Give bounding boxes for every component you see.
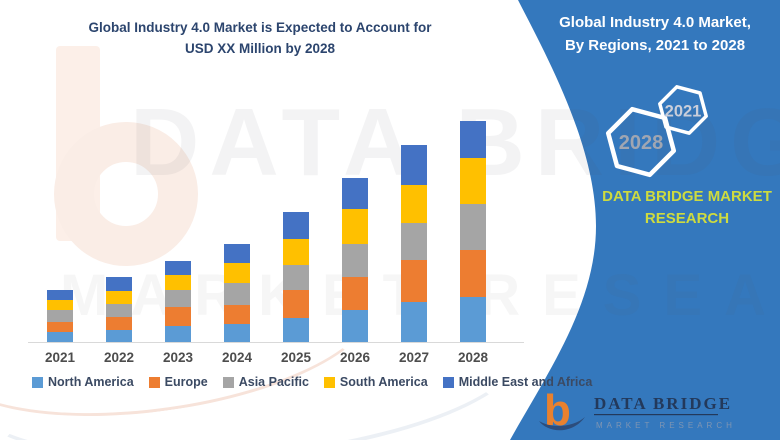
bar-segment-middle-east-and-africa <box>283 212 309 239</box>
legend-swatch <box>442 376 454 388</box>
bar-2027 <box>401 145 427 342</box>
bar-segment-europe <box>165 307 191 326</box>
bar-segment-asia-pacific <box>460 204 486 250</box>
bar-segment-south-america <box>47 300 73 310</box>
legend-label: Asia Pacific <box>238 375 309 389</box>
x-axis-label-2028: 2028 <box>457 350 489 365</box>
bar-2022 <box>106 277 132 342</box>
bar-segment-asia-pacific <box>283 265 309 290</box>
legend-label: South America <box>339 375 428 389</box>
bar-segment-asia-pacific <box>106 304 132 317</box>
data-bridge-logo: b DATA BRIDGE MARKET RESEARCH <box>539 386 736 435</box>
chart-title: Global Industry 4.0 Market is Expected t… <box>40 18 480 60</box>
bar-segment-north-america <box>165 326 191 342</box>
x-axis-label-2022: 2022 <box>103 350 135 365</box>
bar-segment-north-america <box>106 330 132 342</box>
legend-item-asia-pacific: Asia Pacific <box>222 375 309 389</box>
x-axis-line <box>28 342 524 343</box>
bar-segment-europe <box>342 277 368 310</box>
legend-item-south-america: South America <box>323 375 428 389</box>
bar-segment-europe <box>283 290 309 318</box>
bar-segment-north-america <box>47 332 73 342</box>
bar-segment-europe <box>224 305 250 324</box>
bar-segment-asia-pacific <box>165 290 191 307</box>
x-axis-label-2027: 2027 <box>398 350 430 365</box>
bar-segment-south-america <box>165 275 191 290</box>
bar-segment-middle-east-and-africa <box>165 261 191 275</box>
bar-segment-south-america <box>224 263 250 283</box>
legend-swatch <box>32 376 43 388</box>
hexagon-badges: 2028 2021 <box>605 85 708 178</box>
bar-segment-middle-east-and-africa <box>401 145 427 185</box>
bar-2021 <box>47 290 73 342</box>
legend-label: North America <box>48 375 134 389</box>
x-axis-label-2023: 2023 <box>162 350 194 365</box>
x-axis-label-2024: 2024 <box>221 350 253 365</box>
legend-label: Europe <box>164 375 208 389</box>
legend-swatch <box>148 376 160 388</box>
legend-swatch <box>222 376 234 388</box>
bar-segment-middle-east-and-africa <box>106 277 132 291</box>
bar-segment-middle-east-and-africa <box>460 121 486 158</box>
legend-swatch <box>323 376 335 388</box>
bar-segment-europe <box>460 250 486 297</box>
hexagon-2021-label: 2021 <box>665 103 702 121</box>
bar-segment-north-america <box>401 302 427 342</box>
chart-legend: North America Europe Asia Pacific South Ame… <box>32 375 592 389</box>
bar-segment-europe <box>106 317 132 330</box>
panel-title-line1: Global Industry 4.0 Market, <box>559 14 751 31</box>
bar-segment-asia-pacific <box>224 283 250 305</box>
bar-segment-north-america <box>283 318 309 342</box>
bar-segment-asia-pacific <box>47 310 73 322</box>
bar-segment-south-america <box>460 158 486 204</box>
bar-segment-south-america <box>342 209 368 244</box>
bar-segment-middle-east-and-africa <box>47 290 73 300</box>
bar-2024 <box>224 244 250 342</box>
bar-segment-south-america <box>106 291 132 304</box>
bar-segment-north-america <box>224 324 250 342</box>
bar-2028 <box>460 121 486 342</box>
bar-segment-middle-east-and-africa <box>342 178 368 209</box>
bar-segment-north-america <box>460 297 486 342</box>
bar-segment-asia-pacific <box>342 244 368 277</box>
logo-wordmark: DATA BRIDGE <box>594 394 732 413</box>
bar-segment-europe <box>47 322 73 332</box>
bar-2023 <box>165 261 191 342</box>
brand-name-text: DATA BRIDGE MARKET RESEARCH <box>602 188 772 227</box>
bar-segment-asia-pacific <box>401 223 427 260</box>
bar-segment-middle-east-and-africa <box>224 244 250 263</box>
chart-title-line2: USD XX Million by 2028 <box>184 40 336 56</box>
x-axis-label-2021: 2021 <box>44 350 76 365</box>
legend-item-europe: Europe <box>148 375 208 389</box>
panel-title-line2: By Regions, 2021 to 2028 <box>564 36 746 54</box>
x-axis-label-2026: 2026 <box>339 350 371 365</box>
x-axis-label-2025: 2025 <box>280 350 312 365</box>
bar-segment-south-america <box>401 185 427 223</box>
bar-segment-south-america <box>283 239 309 265</box>
bar-segment-europe <box>401 260 427 302</box>
bar-2026 <box>342 178 368 342</box>
logo-subtitle: MARKET RESEARCH <box>596 421 736 430</box>
bar-2025 <box>283 212 309 342</box>
chart-title-line1: Global Industry 4.0 Market is Expected t… <box>88 20 432 35</box>
bar-segment-north-america <box>342 310 368 342</box>
logo-underline <box>594 414 718 416</box>
hexagon-2028-label: 2028 <box>619 132 664 154</box>
legend-item-north-america: North America <box>32 375 134 389</box>
panel-title: Global Industry 4.0 Market, By Regions, … <box>540 12 770 57</box>
